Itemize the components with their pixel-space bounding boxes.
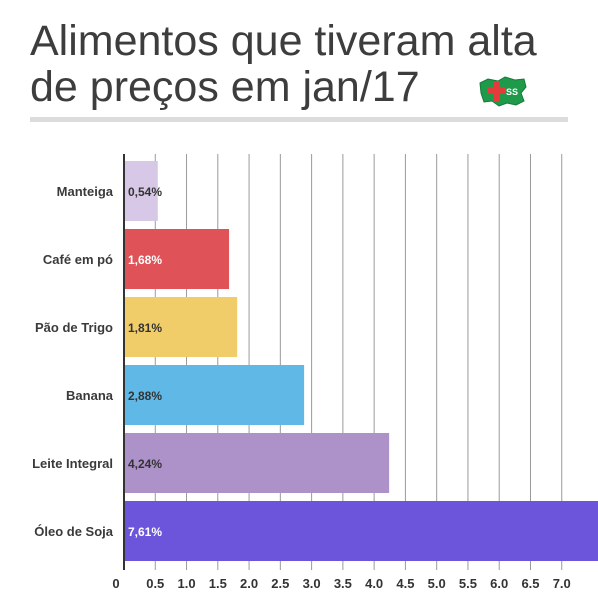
category-label: Banana <box>66 388 114 403</box>
category-label: Café em pó <box>43 252 113 267</box>
bars <box>124 161 598 561</box>
x-tick-label: 4.0 <box>365 576 383 591</box>
page-title: Alimentos que tiveram alta de preços em … <box>30 18 570 110</box>
bar <box>124 433 390 493</box>
x-tick-label: 0.5 <box>146 576 164 591</box>
data-label: 7,61% <box>128 525 162 539</box>
data-label: 4,24% <box>128 457 162 471</box>
x-tick-label: 4.5 <box>396 576 414 591</box>
category-label: Leite Integral <box>32 456 113 471</box>
bar <box>124 297 238 357</box>
x-tick-label: 1.5 <box>209 576 227 591</box>
category-label: Pão de Trigo <box>35 320 113 335</box>
logo-cross-horizontal <box>487 87 506 94</box>
title-line-1: Alimentos que tiveram alta <box>30 17 537 65</box>
x-tick-label: 3.5 <box>334 576 352 591</box>
x-tick-label: 7.0 <box>553 576 571 591</box>
labels: 0 0.5 1.0 1.5 2.0 2.5 3.0 3.5 4.0 4.5 5.0 5.5 6.0 6.5… <box>32 184 571 591</box>
x-tick-label: 0 <box>112 576 119 591</box>
data-label: 2,88% <box>128 389 162 403</box>
data-label: 1,81% <box>128 321 162 335</box>
x-tick-label: 2.0 <box>240 576 258 591</box>
gridlines <box>154 154 563 570</box>
x-tick-label: 3.0 <box>303 576 321 591</box>
logo-text: SS <box>506 87 518 97</box>
data-label: 1,68% <box>128 253 162 267</box>
category-label: Manteiga <box>57 184 114 199</box>
x-tick-label: 1.0 <box>177 576 195 591</box>
x-tick-label: 5.0 <box>428 576 446 591</box>
bar <box>124 229 230 289</box>
bar <box>124 161 158 221</box>
bar <box>124 501 598 561</box>
x-tick-label: 6.5 <box>521 576 539 591</box>
brand-logo: SS <box>479 76 527 107</box>
x-tick-label: 5.5 <box>459 576 477 591</box>
x-tick-label: 2.5 <box>271 576 289 591</box>
x-tick-label: 6.0 <box>490 576 508 591</box>
title-line-2: de preços em jan/17 <box>30 63 420 111</box>
bar <box>124 365 305 425</box>
title-divider <box>30 117 568 122</box>
category-label: Óleo de Soja <box>34 524 114 539</box>
data-label: 0,54% <box>128 185 162 199</box>
